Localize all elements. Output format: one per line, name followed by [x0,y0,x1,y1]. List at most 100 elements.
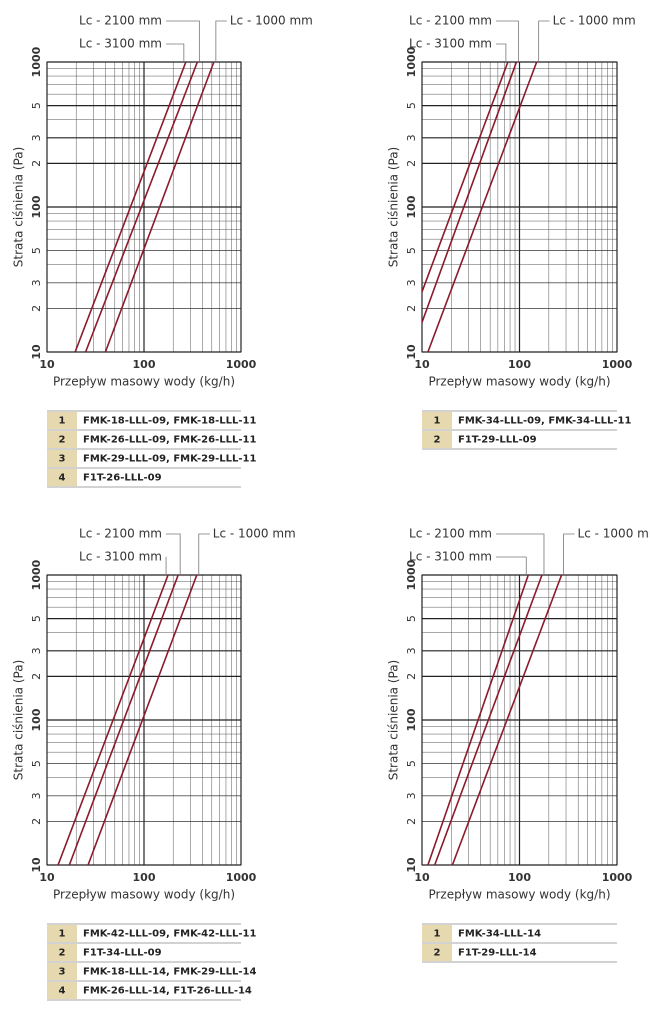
series-line [104,61,215,353]
row-number: 4 [59,986,66,997]
leader-line [563,533,575,575]
y-tick-label: 2 [405,818,418,825]
row-number: 3 [59,967,66,978]
row-text: F1T-29-LLL-09 [458,435,537,446]
row-number-cell [422,944,452,961]
series-line [433,574,543,866]
series-line [421,61,518,323]
row-number: 4 [59,473,66,484]
leader-line [166,533,181,575]
y-axis-label: Strata ciśnienia (Pa) [12,147,26,268]
y-tick-label: 3 [405,279,418,286]
row-text: F1T-34-LLL-09 [83,948,162,959]
legend-label: Lc - 1000 mm [213,527,296,541]
y-tick-label: 100 [405,195,418,218]
y-tick-label: 3 [30,792,43,799]
x-tick-label: 1000 [602,358,633,371]
row-number: 1 [434,416,441,427]
plot-frame [421,574,618,866]
series-line [68,574,179,866]
y-tick-label: 2 [30,673,43,680]
legend-label: Lc - 2100 mm [409,527,492,541]
y-tick-label: 5 [30,247,43,254]
y-tick-label: 3 [30,647,43,654]
legend-label: Lc - 1000 mm [578,527,650,541]
plot-frame [421,61,618,353]
series-line [451,574,563,866]
y-tick-label: 5 [405,247,418,254]
y-tick-label: 1000 [30,46,43,77]
y-tick-label: 1000 [405,559,418,590]
series-line [74,61,187,353]
leader-line [215,20,227,62]
plot-frame [46,61,242,353]
row-text: F1T-29-LLL-14 [458,948,537,959]
y-tick-label: 5 [30,615,43,622]
y-tick-label: 10 [30,857,43,873]
y-tick-label: 3 [405,647,418,654]
x-axis-label: Przepływ masowy wody (kg/h) [53,375,235,389]
row-number-cell [47,982,77,999]
row-number-cell [47,450,77,467]
row-text: FMK-18-LLL-09, FMK-18-LLL-11 [83,416,256,427]
leader-line [496,20,519,62]
row-number-cell [422,431,452,448]
leader-line [166,43,185,62]
y-axis-label: Strata ciśnienia (Pa) [387,147,401,268]
legend-label: Lc - 2100 mm [409,14,492,28]
y-tick-label: 100 [405,708,418,731]
row-number-cell [422,925,452,942]
y-tick-label: 2 [405,305,418,312]
y-tick-label: 2 [30,305,43,312]
row-text: FMK-26-LLL-14, F1T-26-LLL-14 [83,986,252,997]
row-number: 3 [59,454,66,465]
y-tick-label: 3 [405,134,418,141]
y-tick-label: 1000 [405,46,418,77]
leader-line [496,43,507,62]
legend-label: Lc - 3100 mm [409,550,492,564]
leader-line [496,533,545,575]
y-tick-label: 3 [30,134,43,141]
y-tick-label: 2 [405,160,418,167]
x-tick-label: 10 [39,871,55,884]
series-line [427,61,538,353]
series-line [87,574,198,866]
series-line [427,574,530,866]
x-tick-label: 10 [39,358,55,371]
y-tick-label: 5 [405,102,418,109]
row-number-cell [422,412,452,429]
row-text: FMK-34-LLL-14 [458,929,541,940]
row-number-cell [47,469,77,486]
row-text: FMK-29-LLL-09, FMK-29-LLL-11 [83,454,256,465]
x-tick-label: 100 [508,358,531,371]
series-line [57,574,169,866]
row-number-cell [47,412,77,429]
row-number: 1 [59,416,66,427]
x-tick-label: 10 [414,358,430,371]
legend-label: Lc - 1000 mm [553,14,636,28]
legend-label: Lc - 3100 mm [79,550,162,564]
row-number-cell [47,944,77,961]
legend-label: Lc - 2100 mm [79,14,162,28]
row-text: FMK-34-LLL-09, FMK-34-LLL-11 [458,416,631,427]
y-tick-label: 5 [405,760,418,767]
row-text: F1T-26-LLL-09 [83,473,162,484]
row-number-cell [47,963,77,980]
leader-line [496,556,527,575]
x-axis-label: Przepływ masowy wody (kg/h) [428,888,610,902]
y-tick-label: 5 [405,615,418,622]
y-tick-label: 100 [30,708,43,731]
row-number: 2 [434,948,441,959]
y-tick-label: 2 [30,160,43,167]
y-tick-label: 10 [405,344,418,360]
row-number: 1 [434,929,441,940]
y-tick-label: 3 [405,792,418,799]
y-tick-label: 5 [30,760,43,767]
x-tick-label: 10 [414,871,430,884]
y-axis-label: Strata ciśnienia (Pa) [387,660,401,781]
x-tick-label: 100 [508,871,531,884]
y-tick-label: 100 [30,195,43,218]
row-number: 2 [59,435,66,446]
plot-frame [46,574,242,866]
